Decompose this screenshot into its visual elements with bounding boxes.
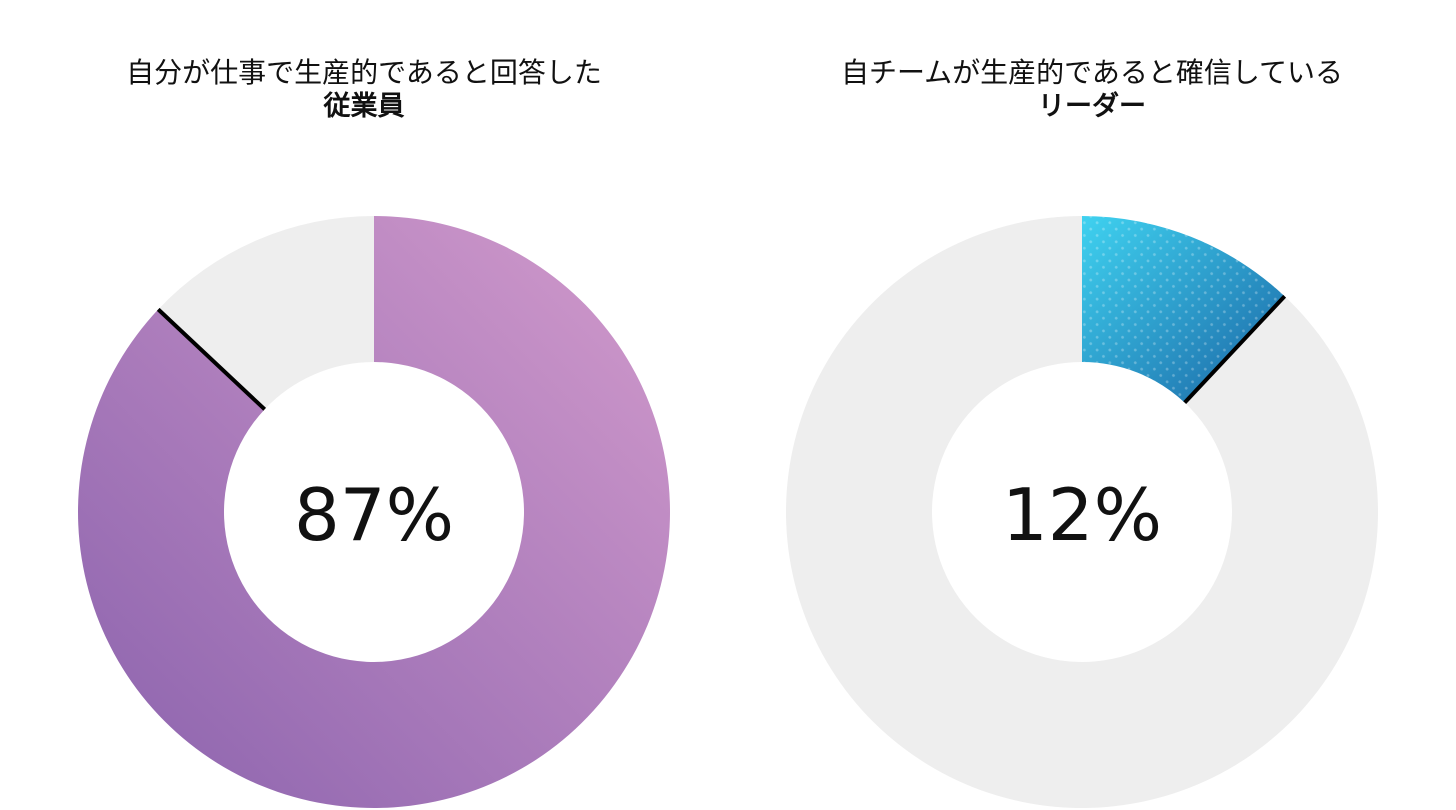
chart-title: 自チームが生産的であると確信している bbox=[840, 56, 1344, 89]
center-percentage-label: 87% bbox=[294, 473, 454, 557]
chart-title: 自分が仕事で生産的であると回答した bbox=[126, 56, 602, 89]
center-percentage-label: 12% bbox=[1002, 473, 1162, 557]
highlight-slice bbox=[77, 216, 670, 808]
remainder-slice bbox=[158, 216, 374, 410]
remainder-slice bbox=[785, 216, 1378, 808]
employee-donut-chart: 87% bbox=[77, 216, 670, 808]
slice-separator-line bbox=[156, 307, 267, 411]
highlight-slice-texture bbox=[1082, 216, 1285, 403]
slice-separator-line bbox=[1183, 294, 1287, 405]
chart-subtitle: 従業員 bbox=[323, 91, 405, 122]
leader-donut-chart: 12% bbox=[785, 216, 1378, 808]
chart-title-block: 自分が仕事で生産的であると回答した 従業員 bbox=[0, 56, 728, 124]
chart-title-block: 自チームが生産的であると確信している リーダー bbox=[728, 56, 1456, 124]
leader-chart-panel: 自チームが生産的であると確信している リーダー 12% bbox=[728, 0, 1456, 810]
employee-chart-panel: 自分が仕事で生産的であると回答した 従業員 87% bbox=[0, 56, 728, 808]
chart-subtitle: リーダー bbox=[1038, 91, 1146, 122]
